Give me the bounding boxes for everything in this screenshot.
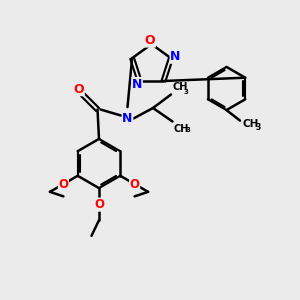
Text: CH: CH [172, 82, 188, 92]
Text: CH: CH [174, 124, 189, 134]
Text: O: O [74, 82, 84, 96]
Text: N: N [132, 77, 142, 91]
Text: O: O [145, 34, 155, 47]
Text: O: O [130, 178, 140, 190]
Text: 3: 3 [185, 127, 190, 133]
Text: N: N [122, 112, 133, 125]
Text: N: N [170, 50, 181, 63]
Text: 3: 3 [256, 123, 261, 132]
Text: 3: 3 [184, 89, 189, 95]
Text: O: O [94, 198, 104, 211]
Text: O: O [58, 178, 68, 190]
Text: CH: CH [242, 119, 259, 129]
